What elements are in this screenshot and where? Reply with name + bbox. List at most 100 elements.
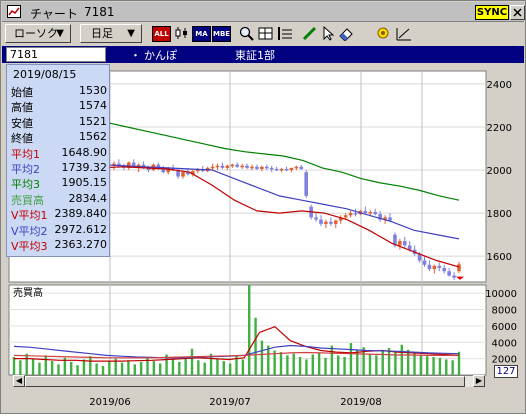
draw-icon[interactable] (394, 26, 413, 42)
candle-body (260, 166, 264, 169)
candle-body (294, 166, 299, 169)
candle-body (437, 265, 442, 269)
volume-bar (203, 362, 206, 375)
stock-info-bar: 7181 ・ かんぽ 東証1部 (2, 46, 524, 63)
candle-body (299, 166, 304, 169)
settings-icon[interactable] (374, 26, 393, 42)
indicator-icon[interactable] (275, 26, 294, 42)
data-panel: 2019/08/15 始値 1530 高値 1574 安値 1521 終値 1562 平均1 16… (6, 64, 110, 257)
candle-body (314, 217, 318, 220)
volume-bar (375, 355, 378, 375)
data-row: 始値 1530 (11, 84, 107, 99)
candle-body (166, 167, 171, 173)
volume-bar (216, 358, 219, 375)
candle-body (402, 241, 407, 246)
scroll-right-button[interactable]: ▶ (473, 375, 485, 387)
candle-body (442, 268, 447, 272)
volume-bar (317, 352, 321, 375)
zoom-icon[interactable] (237, 26, 256, 42)
volume-bar (127, 360, 130, 375)
volume-bar (63, 357, 67, 375)
candle-icon[interactable] (172, 26, 191, 42)
eraser-icon[interactable] (336, 26, 355, 42)
grid-icon[interactable] (256, 26, 275, 42)
volume-tick-label: 10000 (485, 289, 517, 300)
data-row: V平均1 2389.840 (11, 207, 107, 222)
chart-type-label: ローソク (14, 27, 58, 40)
data-row-label: V平均2 (11, 224, 48, 238)
period-dropdown[interactable]: 日足 ▼ (80, 24, 142, 43)
scrollbar-track[interactable] (25, 375, 473, 387)
data-row-value: 1905.15 (61, 176, 108, 190)
toolbar: ローソク ▼ 日足 ▼ ALL MA MBE (2, 23, 524, 45)
volume-bar (146, 357, 149, 375)
data-row-value: 1648.90 (61, 145, 108, 159)
candle-body (427, 264, 432, 270)
volume-tick-label: 8000 (492, 306, 517, 317)
volume-bar (184, 357, 187, 375)
candle-body (432, 265, 437, 270)
candle-body (383, 217, 387, 220)
stock-name: かんぽ (144, 49, 177, 62)
volume-bar (273, 350, 276, 375)
volume-tick-label: 6000 (492, 322, 517, 333)
candle-body (422, 260, 427, 265)
bar-count-field[interactable]: 127 (494, 365, 518, 378)
volume-bar (292, 353, 295, 375)
candle-body (161, 168, 166, 173)
volume-bar (95, 363, 98, 375)
candle-body (126, 162, 131, 168)
volume-bar (50, 361, 54, 375)
candle-body (338, 217, 343, 221)
volume-bar (368, 353, 372, 375)
volume-bar (451, 360, 454, 375)
window-code: 7181 (84, 5, 115, 19)
data-row: V平均2 2972.612 (11, 223, 107, 238)
data-row-label: 売買高 (11, 193, 44, 207)
volume-bar (438, 357, 442, 375)
data-row: 平均3 1905.15 (11, 176, 107, 191)
candle-body (274, 168, 279, 171)
volume-bar (432, 357, 435, 375)
candle-body (235, 164, 240, 167)
candle-body (368, 212, 373, 214)
volume-bar (324, 357, 327, 375)
mbe-icon[interactable]: MBE (212, 26, 231, 42)
data-date: 2019/08/15 (13, 68, 77, 81)
candle-body (333, 220, 338, 224)
data-row-value: 2972.612 (54, 222, 108, 236)
all-icon[interactable]: ALL (152, 26, 171, 42)
cursor-icon[interactable] (318, 25, 337, 42)
candle-body (230, 164, 235, 167)
data-row-label: V平均3 (11, 240, 48, 253)
chart-type-dropdown[interactable]: ローソク ▼ (5, 24, 71, 43)
candle-body (156, 164, 161, 169)
candle-body (171, 167, 175, 171)
data-row-value: 1739.32 (61, 161, 108, 174)
title-bar[interactable]: チャート 7181 SYNC (2, 2, 525, 22)
candle-body (378, 214, 382, 220)
data-row-value: 2363.270 (54, 238, 108, 251)
volume-bar (349, 343, 353, 375)
volume-bar (89, 356, 92, 375)
data-row: 終値 1562 (11, 130, 107, 145)
volume-bar (298, 357, 302, 375)
close-button[interactable] (510, 5, 525, 20)
stock-code-input[interactable]: 7181 (6, 47, 106, 62)
candle-body (319, 219, 323, 224)
close-icon (513, 8, 522, 17)
pen-icon[interactable] (300, 26, 319, 42)
data-row-label: 平均2 (11, 163, 40, 176)
candle-body (215, 165, 220, 168)
candle-body (284, 168, 289, 171)
scrollbar-thumb[interactable] (25, 376, 465, 387)
scroll-left-button[interactable]: ◀ (13, 375, 25, 387)
sync-button[interactable]: SYNC (475, 5, 509, 20)
data-row-label: 平均3 (11, 178, 40, 192)
candle-body (363, 210, 368, 214)
candle-body (264, 166, 269, 169)
volume-bar (114, 358, 117, 375)
ma-icon[interactable]: MA (192, 26, 211, 42)
data-row-label: 高値 (11, 101, 33, 115)
data-row-value: 1574 (79, 99, 107, 113)
